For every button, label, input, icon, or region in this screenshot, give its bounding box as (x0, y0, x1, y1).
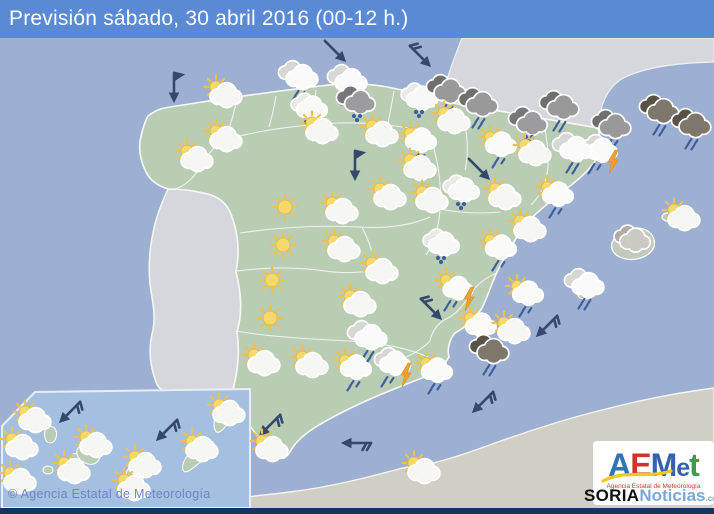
aemet-letter: e (676, 454, 690, 482)
aemet-subtitle: Agencia Estatal de Meteorología (606, 483, 701, 490)
canary-island (44, 426, 57, 444)
header-bar: Previsión sábado, 30 abril 2016 (00-12 h… (0, 0, 714, 38)
island-ibiza (577, 290, 593, 300)
soria-noticias-watermark: SORIANoticias.com (584, 486, 714, 506)
aemet-letter: A (608, 447, 631, 483)
aemet-swash-icon (601, 469, 673, 483)
soria-brand-suffix: .com (705, 494, 714, 503)
aemet-letter: M (650, 447, 678, 483)
region-france (440, 37, 714, 129)
copyright-text: © Agencia Estatal de Meteorología (8, 487, 211, 501)
bottom-accent-bar (0, 508, 714, 514)
soria-brand-light: Noticias (639, 486, 706, 505)
page-title: Previsión sábado, 30 abril 2016 (00-12 h… (9, 7, 409, 30)
canary-island (125, 465, 145, 485)
soria-brand-bold: SORIA (584, 486, 640, 505)
island-menorca (661, 211, 679, 223)
aemet-letter: t (689, 447, 700, 483)
region-portugal (148, 188, 242, 395)
canary-island (42, 465, 54, 475)
